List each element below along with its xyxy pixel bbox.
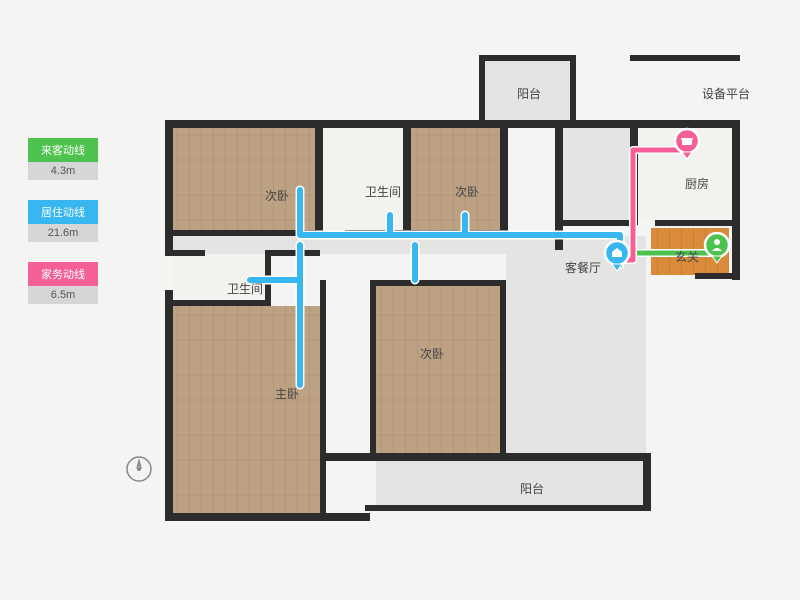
wall [732,120,740,280]
room-label: 客餐厅 [565,259,601,276]
floor [563,128,630,220]
legend-value: 4.3m [28,162,98,180]
room-label: 卫生间 [227,280,263,297]
wall [500,120,508,235]
wall [165,513,370,521]
legend-item-chore: 家务动线 6.5m [28,262,98,304]
wall [479,55,485,123]
wall [695,273,740,279]
legend-value: 21.6m [28,224,98,242]
legend-label: 家务动线 [28,262,98,286]
wall [365,505,650,511]
floor [376,461,643,505]
legend-label: 居住动线 [28,200,98,224]
legend-item-guest: 来客动线 4.3m [28,138,98,180]
wall [265,250,320,256]
wall [630,55,740,61]
wall [643,453,651,511]
wall [320,453,650,461]
legend-label: 来客动线 [28,138,98,162]
wall [165,290,173,520]
legend-value: 6.5m [28,286,98,304]
wall [500,280,506,455]
room-label: 次卧 [420,345,444,362]
wall [165,300,271,306]
wall [315,120,323,235]
room-label: 次卧 [455,183,479,200]
wall [165,250,205,256]
wall [655,220,740,226]
wall [320,280,326,515]
room-label: 阳台 [520,480,544,497]
room-label: 次卧 [265,187,289,204]
room-label: 卫生间 [365,183,401,200]
floor-plan: 阳台设备平台次卧卫生间次卧厨房卫生间客餐厅玄关主卧次卧阳台 [165,55,765,555]
room-label: 设备平台 [702,85,750,102]
room-label: 阳台 [517,85,541,102]
wall [555,220,635,226]
floor [411,128,500,230]
wall [479,55,574,61]
floor [376,286,500,453]
room-label: 主卧 [275,385,299,402]
room-label: 玄关 [675,248,699,265]
legend-item-living: 居住动线 21.6m [28,200,98,242]
room-label: 厨房 [685,175,709,192]
wall [403,120,411,235]
legend: 来客动线 4.3m 居住动线 21.6m 家务动线 6.5m [28,138,98,324]
compass-icon [125,455,153,483]
wall [165,120,740,128]
wall [370,280,376,460]
wall [570,55,576,123]
plan-svg [165,55,765,555]
wall [370,280,505,286]
